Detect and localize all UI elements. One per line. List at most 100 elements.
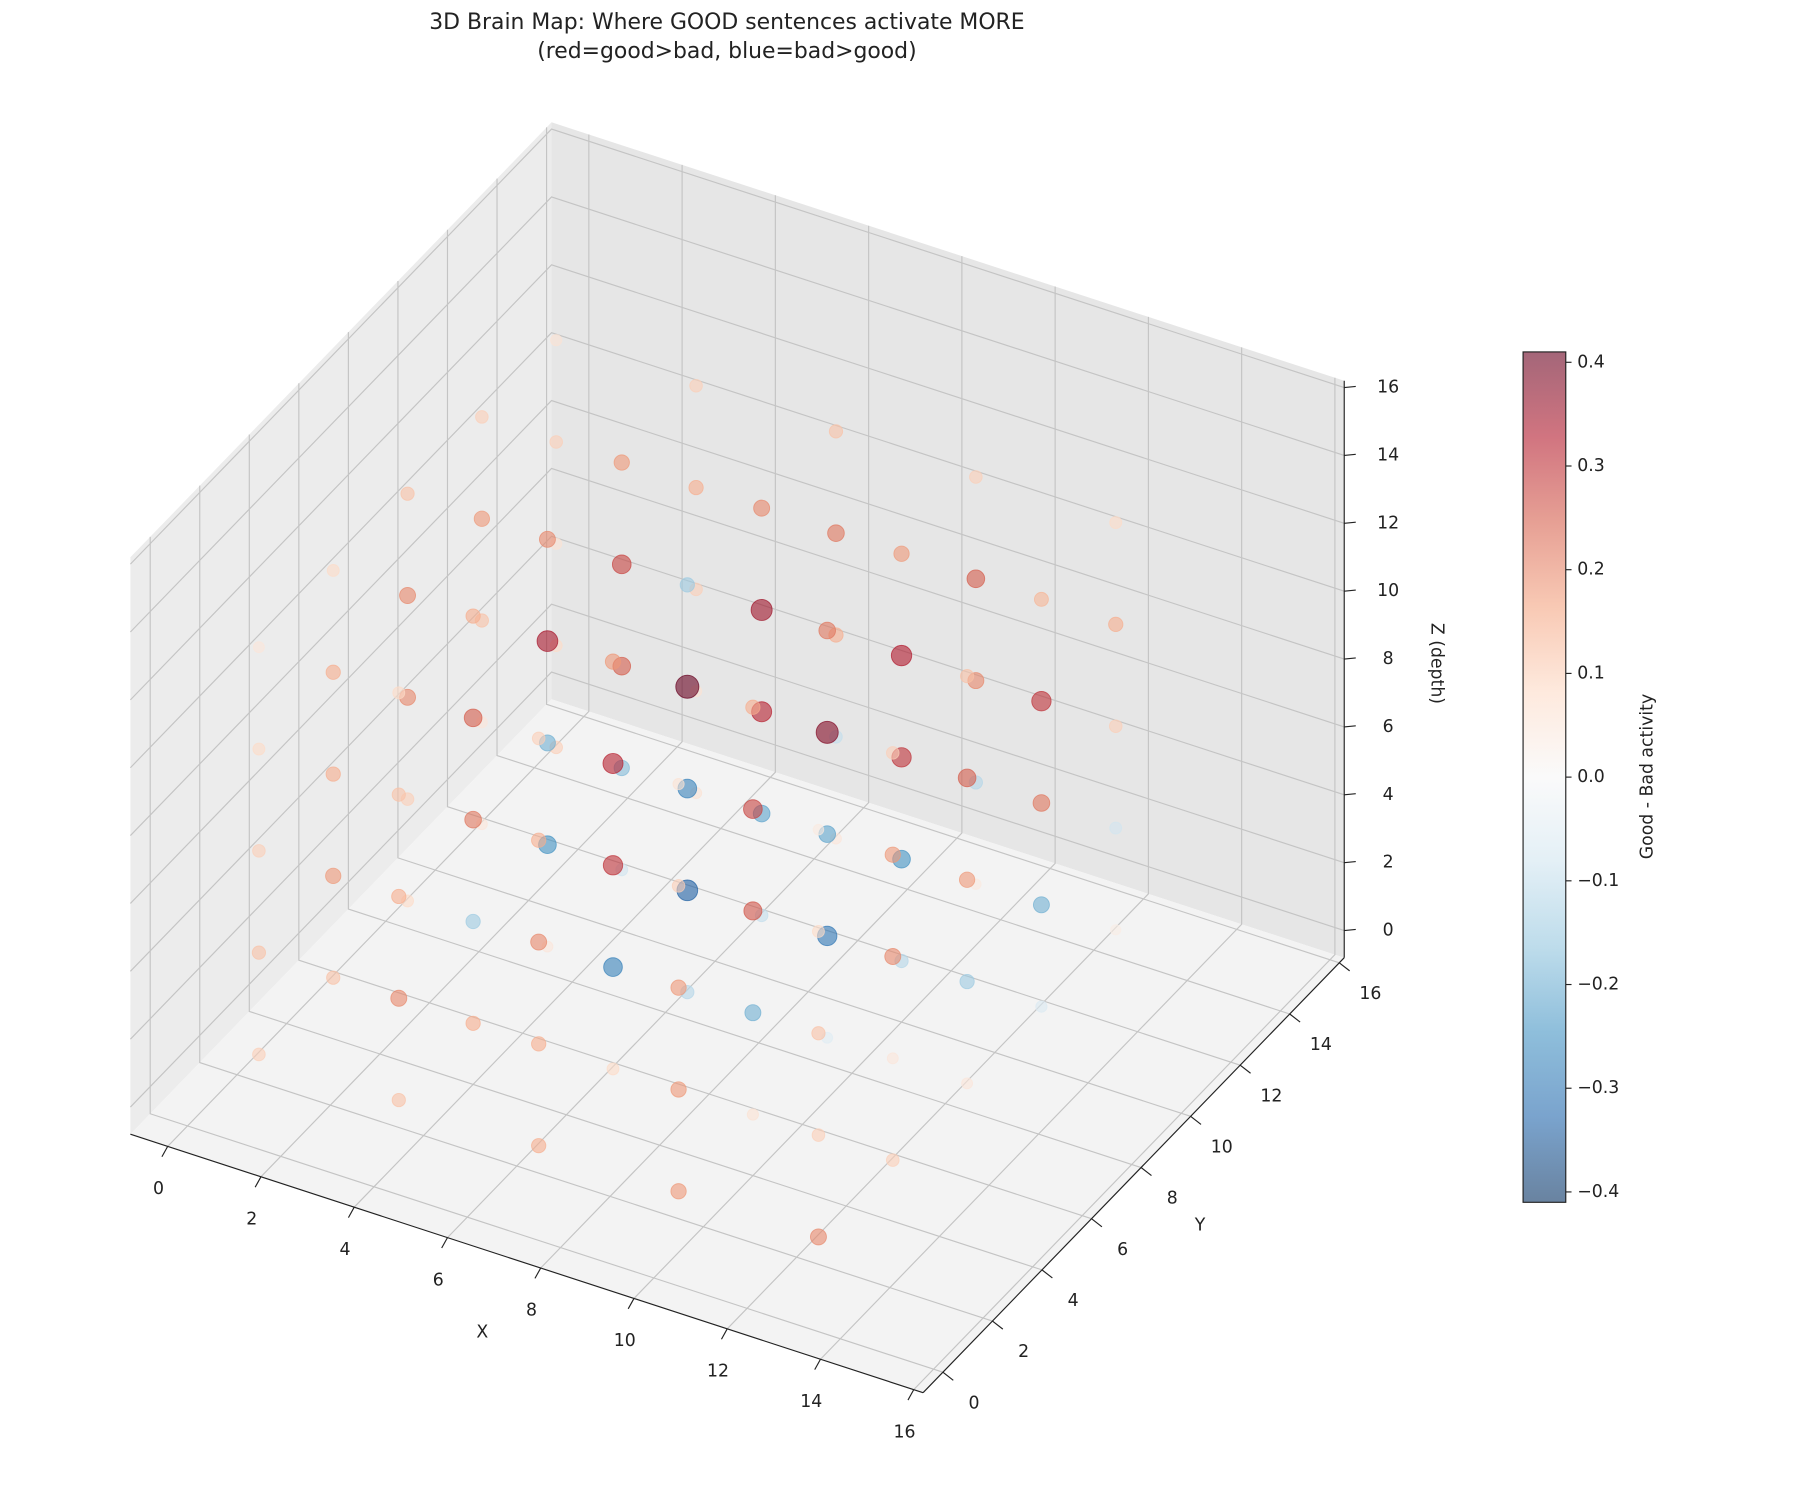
y-tick-label: 6: [1117, 1240, 1128, 1260]
y-tick: [942, 1371, 954, 1381]
grid-line: [149, 536, 944, 1373]
point: [251, 945, 267, 960]
z-tick-label: 2: [1383, 853, 1394, 873]
point: [1031, 691, 1052, 712]
point: [465, 1015, 481, 1031]
point: [886, 1153, 900, 1167]
colorbar-tick-label: 0.0: [1577, 767, 1605, 787]
point: [1032, 896, 1050, 914]
point: [465, 608, 481, 624]
colorbar-label: Good - Bad activity: [1638, 694, 1658, 860]
x-tick: [534, 1267, 542, 1279]
z-tick: [1344, 793, 1356, 796]
y-tick: [1041, 1269, 1053, 1279]
floor-pane: [130, 699, 1345, 1393]
z-tick-label: 12: [1377, 513, 1399, 533]
grid-line: [298, 383, 1092, 1220]
point: [671, 879, 686, 893]
x-tick: [441, 1237, 448, 1249]
point: [465, 913, 481, 930]
y-axis-label: Y: [1194, 1215, 1206, 1235]
back-pane: [551, 122, 1345, 958]
y-tick: [992, 1320, 1004, 1330]
x-tick-label: 6: [433, 1270, 444, 1290]
point: [670, 979, 687, 996]
y-tick: [1338, 962, 1351, 972]
point: [531, 731, 546, 746]
point: [818, 621, 837, 640]
panes: [130, 122, 1345, 1393]
point: [957, 768, 977, 788]
point: [959, 973, 975, 990]
point: [1108, 616, 1124, 633]
point: [886, 1052, 899, 1065]
x-tick: [347, 1206, 355, 1218]
point: [744, 1004, 762, 1022]
point: [611, 554, 632, 575]
grid-line: [199, 485, 993, 1322]
z-tick: [1344, 860, 1356, 864]
point: [746, 1108, 759, 1121]
colorbar-tick-label: 0.4: [1577, 352, 1605, 372]
y-tick-label: 0: [969, 1393, 980, 1413]
point: [613, 454, 630, 471]
y-tick-label: 14: [1310, 1035, 1332, 1055]
point: [1108, 719, 1123, 733]
colorbar-tick-label: −0.4: [1577, 1182, 1619, 1202]
z-tick: [1344, 453, 1356, 457]
colorbar-tick-label: 0.2: [1577, 560, 1605, 580]
grid-line: [446, 229, 1241, 1066]
point: [606, 1062, 620, 1076]
point: [603, 957, 623, 977]
point: [969, 470, 983, 484]
point: [743, 799, 763, 819]
point: [602, 855, 624, 876]
point: [531, 1036, 547, 1052]
chart-subtitle: (red=good>bad, blue=bad>good): [537, 39, 916, 64]
z-axis-label: Z (depth): [1427, 623, 1447, 704]
x-tick-label: 12: [707, 1362, 729, 1382]
point: [812, 823, 825, 836]
grid-line: [248, 434, 1043, 1271]
point: [391, 888, 407, 905]
grid-line: [353, 195, 776, 1208]
y-tick-label: 16: [1359, 984, 1381, 1004]
point: [745, 699, 761, 715]
grid-line: [397, 280, 1191, 1117]
point: [828, 424, 844, 439]
grid-line: [167, 134, 590, 1147]
point: [812, 925, 825, 938]
z-tick: [1344, 657, 1356, 660]
point: [815, 720, 839, 744]
point: [961, 1077, 974, 1090]
point: [1033, 591, 1049, 607]
z-tick: [1344, 725, 1356, 728]
grid: [129, 127, 1345, 1391]
colorbar: [1522, 351, 1567, 1203]
point: [670, 1183, 687, 1200]
point: [670, 1081, 687, 1098]
colorbar-tick-label: 0.3: [1577, 456, 1605, 476]
y-tick-label: 4: [1068, 1291, 1079, 1311]
grid-line: [129, 196, 1345, 633]
x-tick-label: 4: [339, 1240, 350, 1260]
point: [392, 686, 406, 700]
y-tick: [1190, 1115, 1202, 1125]
point: [531, 1138, 547, 1154]
y-tick: [1140, 1167, 1152, 1177]
point: [675, 674, 700, 699]
point: [893, 545, 910, 562]
grid-line: [129, 467, 1345, 904]
point: [679, 577, 695, 593]
point: [750, 598, 773, 621]
point: [463, 708, 483, 728]
point: [810, 1228, 827, 1246]
point: [325, 867, 342, 884]
grid-line: [546, 127, 1340, 964]
point: [753, 499, 771, 517]
colorbar-tick-label: 0.1: [1577, 663, 1605, 683]
point: [252, 742, 266, 756]
x-tick-label: 0: [153, 1179, 164, 1199]
